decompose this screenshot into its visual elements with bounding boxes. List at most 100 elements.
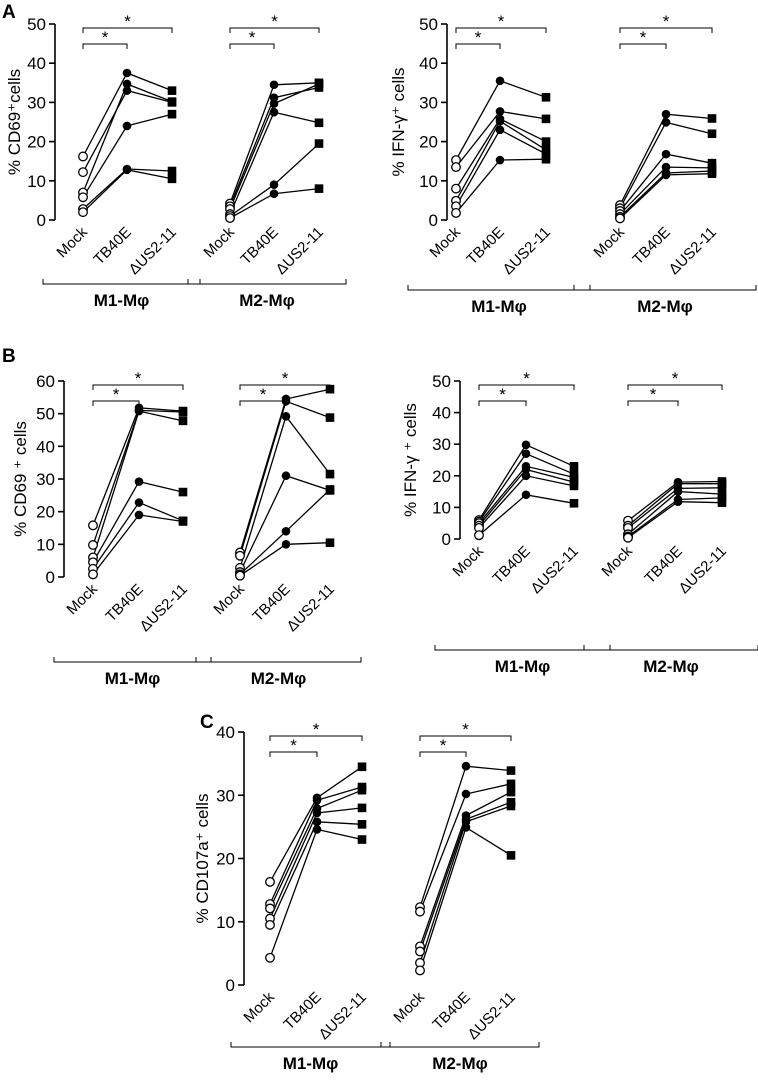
dus2-11-point: [707, 169, 717, 179]
category-label: Mock: [590, 223, 628, 261]
significance-star: *: [124, 12, 131, 31]
tb40e-point: [673, 487, 683, 496]
mock-point: [78, 192, 88, 203]
tb40e-point: [521, 465, 531, 474]
group-bracket: [407, 285, 591, 291]
category-label: ΔUS2-11: [676, 543, 730, 597]
dus2-11-point: [569, 473, 579, 482]
y-tick-label: 10: [27, 172, 46, 191]
tb40e-point: [661, 118, 671, 127]
panel-label-a: A: [2, 2, 16, 23]
dus2-11-point: [357, 820, 367, 829]
group-bracket: [230, 1042, 391, 1048]
dus2-11-point: [167, 174, 177, 184]
y-tick-label: 50: [36, 405, 55, 424]
dus2-11-point: [717, 483, 727, 493]
significance-star: *: [113, 385, 120, 404]
significance-bracket: [627, 384, 723, 390]
mock-point: [415, 946, 425, 957]
category-label: ΔUS2-11: [126, 224, 180, 278]
significance-bracket: [229, 43, 275, 49]
donor-line: [229, 143, 320, 217]
mock-point: [88, 520, 98, 531]
mock-point: [265, 903, 275, 914]
mock-point: [451, 162, 461, 173]
mock-point: [451, 183, 461, 194]
category-label: Mock: [210, 580, 248, 618]
significance-bracket: [619, 43, 667, 49]
significance-star: *: [663, 12, 670, 31]
y-tick-label: 50: [432, 372, 451, 391]
panel-label-b: B: [2, 346, 16, 367]
significance-star: *: [440, 736, 447, 755]
significance-star: *: [650, 385, 657, 404]
category-label: TB40E: [280, 989, 324, 1033]
tb40e-point: [521, 449, 531, 458]
dus2-11-point: [569, 462, 579, 471]
tb40e-point: [281, 471, 291, 481]
category-label: Mock: [598, 542, 636, 580]
significance-bracket: [627, 400, 679, 406]
category-label: ΔUS2-11: [500, 224, 554, 278]
significance-star: *: [135, 369, 142, 388]
dus2-11-point: [167, 86, 177, 95]
group-label: M1-Mφ: [94, 291, 150, 310]
group-label: M2-Mφ: [239, 291, 295, 310]
group-bracket: [380, 1042, 540, 1048]
dus2-11-point: [314, 79, 324, 89]
y-tick-label: 40: [36, 437, 55, 456]
category-label: Mock: [449, 542, 487, 580]
significance-star: *: [498, 12, 505, 31]
y-tick-label: 0: [46, 568, 55, 587]
mock-point: [78, 151, 88, 162]
category-label: Mock: [53, 223, 91, 261]
y-tick-label: 50: [27, 15, 46, 34]
mock-point: [235, 550, 245, 561]
y-tick-label: 20: [27, 133, 46, 152]
significance-bracket: [239, 384, 331, 390]
mock-point: [88, 540, 98, 550]
tb40e-point: [461, 761, 471, 771]
category-label: Mock: [390, 988, 428, 1026]
donor-line: [419, 826, 512, 971]
donor-line: [619, 173, 713, 219]
mock-point: [265, 919, 275, 930]
tb40e-point: [495, 125, 505, 135]
dus2-11-point: [569, 498, 579, 508]
y-tick-label: 0: [37, 211, 46, 230]
tb40e-point: [495, 76, 505, 86]
group-bracket: [53, 657, 212, 663]
significance-star: *: [290, 736, 297, 755]
dus2-11-point: [167, 109, 177, 119]
dus2-11-point: [325, 413, 335, 422]
tb40e-point: [461, 823, 471, 832]
dus2-11-point: [707, 158, 717, 168]
dus2-11-point: [325, 538, 335, 547]
dus2-11-point: [178, 487, 188, 497]
mock-point: [235, 570, 245, 581]
mock-point: [265, 876, 275, 887]
significance-bracket: [455, 27, 547, 33]
category-label: ΔUS2-11: [284, 581, 338, 635]
tb40e-point: [281, 411, 291, 421]
dus2-11-point: [357, 835, 367, 844]
donor-line: [419, 783, 512, 912]
significance-star: *: [313, 720, 320, 739]
panel-label-c: C: [200, 712, 214, 733]
dus2-11-point: [314, 118, 324, 128]
tb40e-point: [661, 149, 671, 159]
group-bracket: [187, 279, 347, 285]
group-bracket: [583, 645, 758, 651]
tb40e-point: [122, 68, 132, 78]
significance-star: *: [271, 12, 278, 31]
y-tick-label: 0: [226, 976, 235, 995]
tb40e-point: [269, 93, 279, 102]
tb40e-point: [134, 498, 144, 507]
y-tick-label: 40: [27, 54, 46, 73]
significance-star: *: [523, 369, 530, 388]
group-label: M1-Mφ: [471, 297, 527, 316]
